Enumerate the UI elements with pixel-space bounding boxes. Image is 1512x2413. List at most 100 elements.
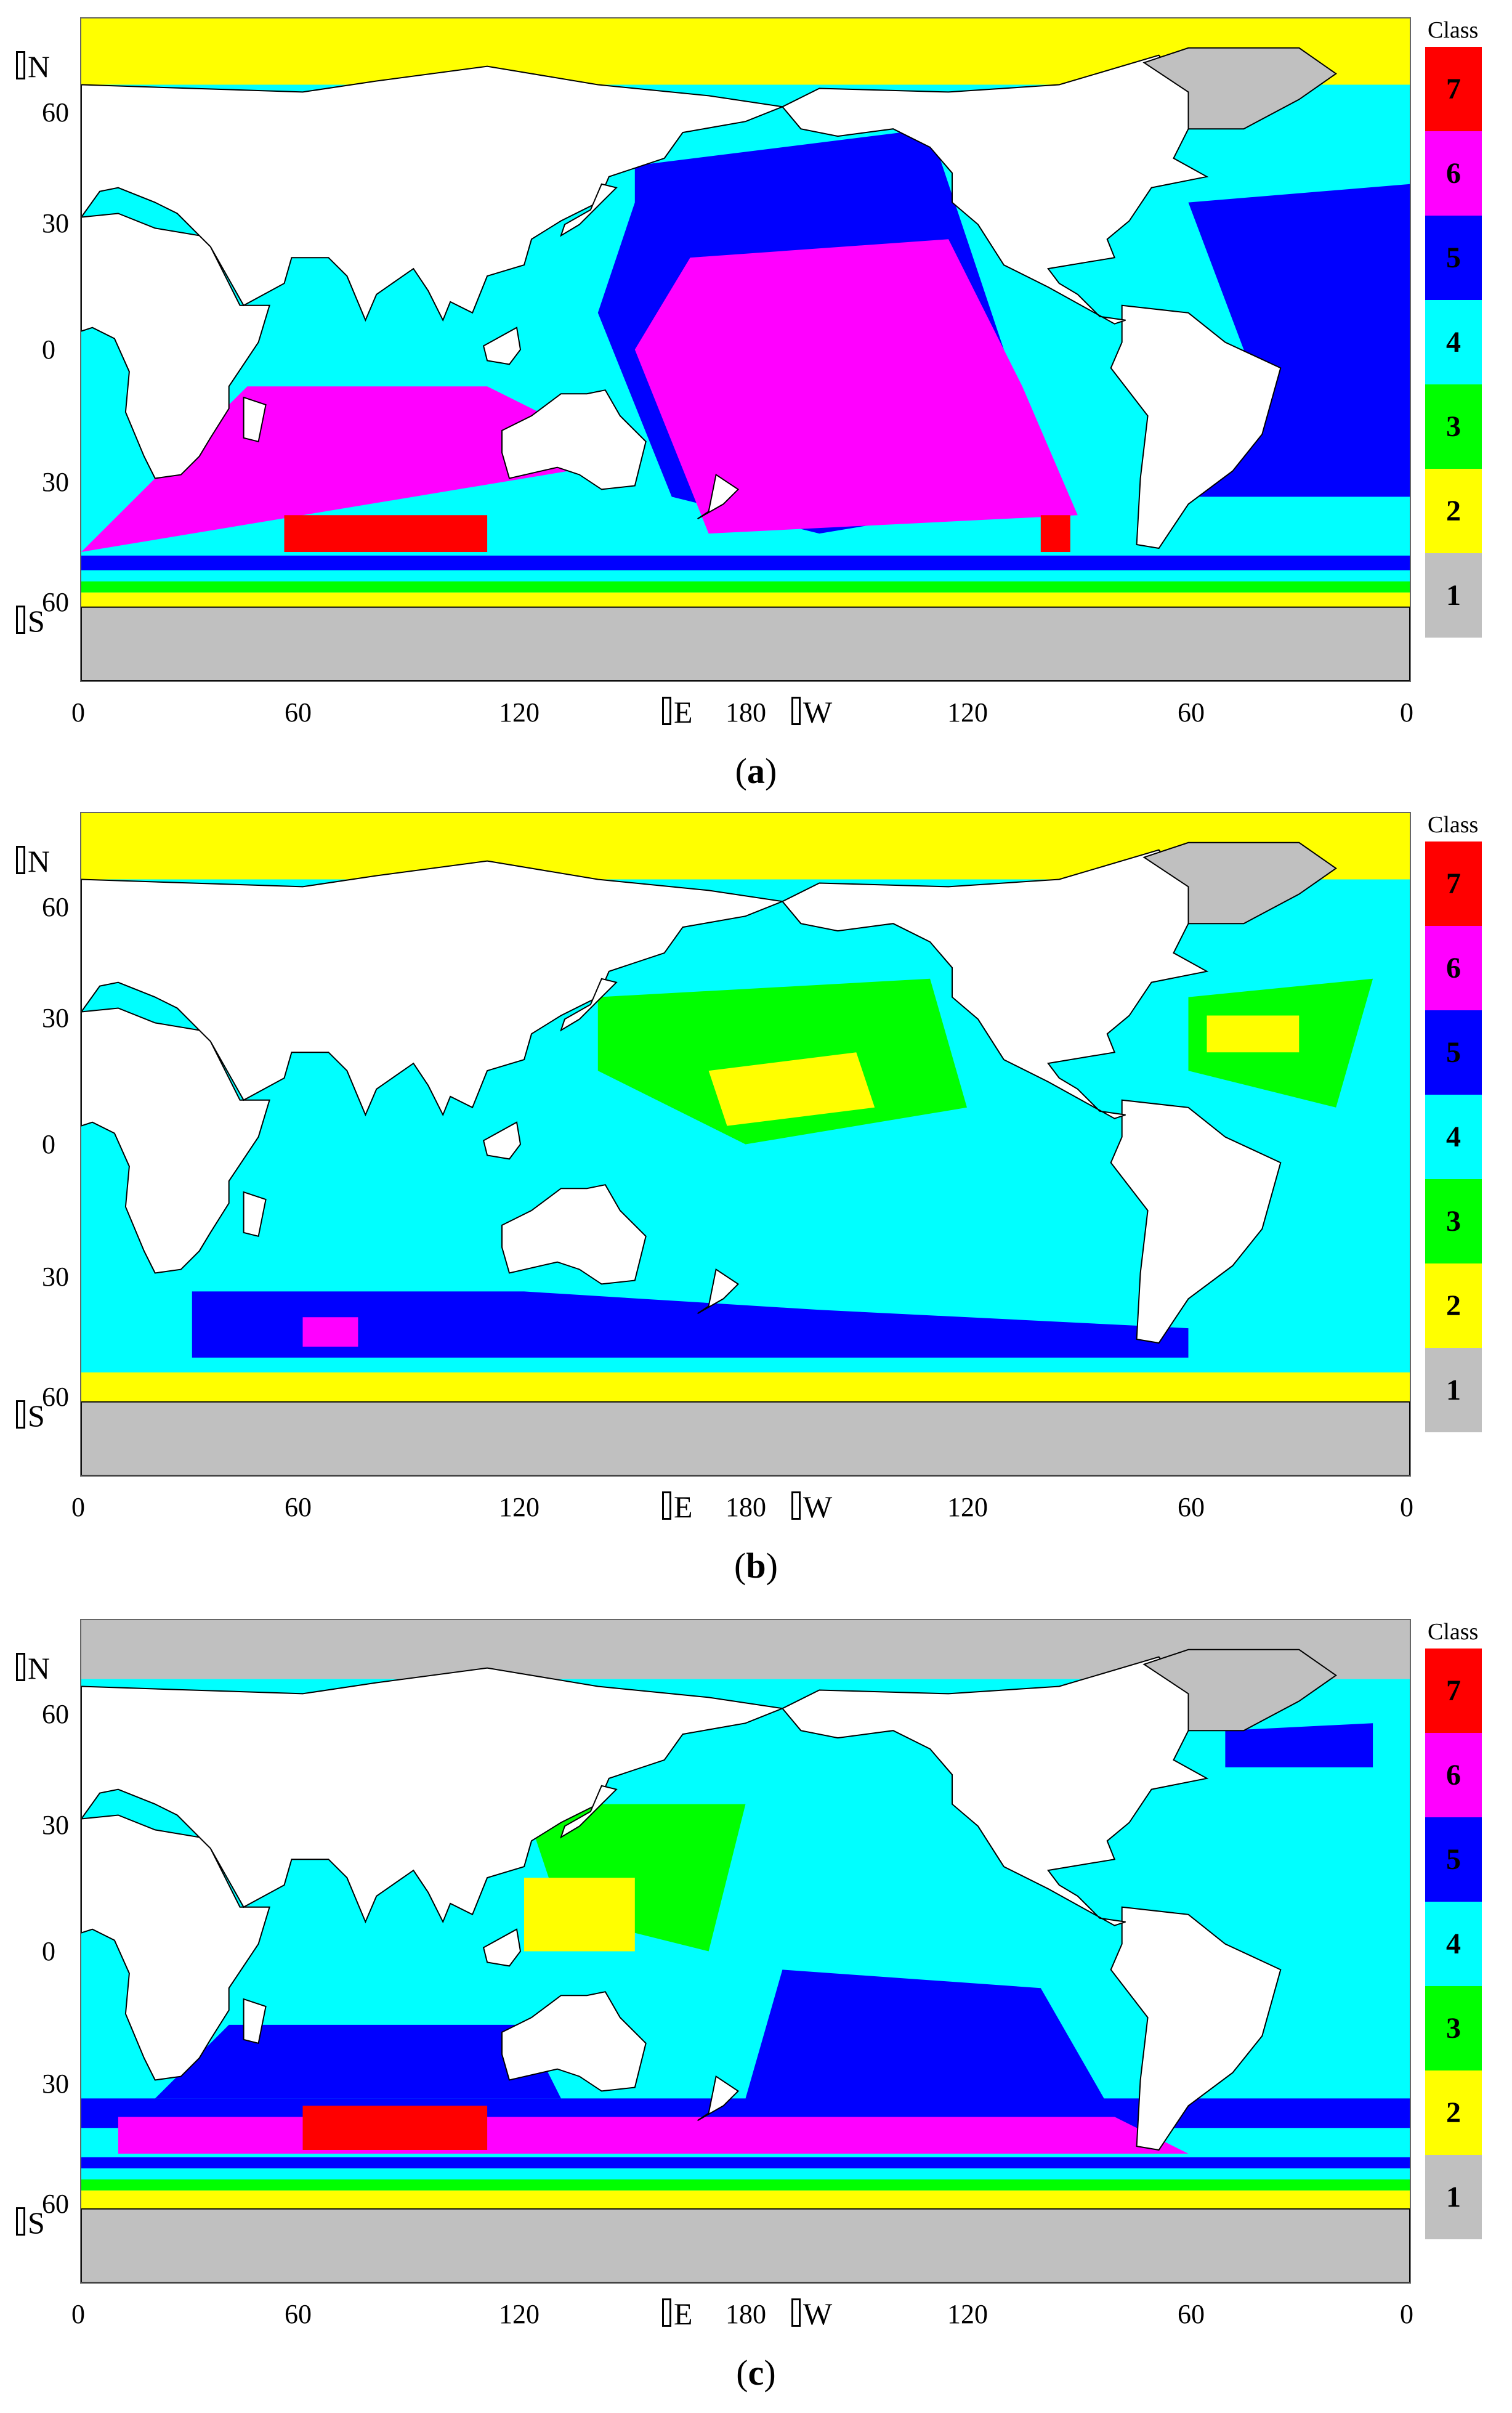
ocean-class-zone	[81, 813, 1410, 880]
lat-tick-label: 0	[42, 1936, 55, 1966]
land-eurasia	[81, 65, 785, 322]
ocean-class-zone	[81, 2179, 1410, 2191]
east-marker: E	[662, 2298, 693, 2329]
ocean-class-zone	[81, 592, 1410, 607]
class-map-svg	[81, 813, 1410, 1475]
caption-part: (	[736, 2353, 748, 2393]
legend-class-1: 1	[1425, 1348, 1482, 1432]
caption-part: b	[746, 1546, 766, 1586]
lat-tick-label: 0	[42, 335, 55, 365]
map-panel-c: 60 30 0 30 60 0 60 120 180 120 60 0 N S E W Class 7 6 5 4 3 2 1…	[0, 1602, 1512, 2396]
land-greenland	[1142, 842, 1337, 925]
legend-class-6: 6	[1425, 131, 1482, 216]
legend-title: Class	[1428, 812, 1479, 838]
west-marker: W	[791, 1491, 832, 1522]
map-panel-a: 60 30 0 30 60 0 60 120 180 120 60 0 N S E W Class 7 6 5 4 3 2 1…	[0, 0, 1512, 795]
legend-class-1: 1	[1425, 2155, 1482, 2239]
lat-tick-label: 60	[42, 97, 69, 128]
panel-caption: (c)	[0, 2355, 1512, 2391]
ocean-class-zone	[524, 1878, 635, 1952]
east-marker: E	[662, 697, 693, 728]
land-newzealand	[697, 1268, 740, 1315]
lon-tick-label: 0	[1400, 1492, 1413, 1522]
legend-title: Class	[1428, 1619, 1479, 1645]
ocean-class-zone	[1040, 515, 1070, 552]
ocean-class-zone	[302, 2106, 488, 2150]
degree-box-icon	[16, 1400, 25, 1429]
legend-class-7: 7	[1425, 842, 1482, 926]
lon-tick-label: 60	[1178, 2299, 1205, 2329]
east-marker: E	[662, 1491, 693, 1522]
map-panel-b: 60 30 0 30 60 0 60 120 180 120 60 0 N S E W Class 7 6 5 4 3 2 1…	[0, 795, 1512, 1589]
lon-tick-label: 0	[71, 697, 85, 728]
degree-box-icon	[791, 697, 801, 725]
lat-tick-label: 60	[42, 587, 69, 617]
legend-class-7: 7	[1425, 1649, 1482, 1733]
ocean-class-zone	[81, 386, 635, 552]
land-samerica	[1110, 304, 1282, 550]
legend-title: Class	[1428, 17, 1479, 43]
panel-caption: (b)	[0, 1548, 1512, 1584]
land-borneo	[482, 1121, 522, 1160]
land-newzealand	[697, 2075, 740, 2122]
ocean-class-zone	[81, 18, 1410, 85]
lat-tick-label: 60	[42, 2189, 69, 2219]
land-antarctic	[81, 1401, 1410, 1475]
class-map-svg	[81, 18, 1410, 681]
legend-class-4: 4	[1425, 300, 1482, 384]
land-borneo	[482, 326, 522, 365]
legend-class-2: 2	[1425, 469, 1482, 553]
ocean-class-zone	[745, 1969, 1115, 2117]
lon-tick-label: 180	[726, 2299, 766, 2329]
world-map	[80, 812, 1411, 1477]
lon-tick-label: 120	[499, 1492, 540, 1522]
degree-box-icon	[16, 51, 25, 79]
land-madagascar	[243, 1998, 267, 2045]
caption-part: (	[734, 1546, 746, 1586]
legend-class-5: 5	[1425, 1010, 1482, 1095]
degree-box-icon	[662, 2298, 671, 2327]
lat-tick-label: 30	[42, 1003, 69, 1033]
lon-tick-label: 60	[285, 697, 312, 728]
ocean-class-zone	[81, 555, 1410, 570]
ocean-class-zone	[634, 239, 1078, 534]
lat-tick-label: 0	[42, 1129, 55, 1159]
west-marker: W	[791, 697, 832, 728]
land-japan	[560, 183, 618, 237]
north-marker-text: N	[28, 844, 51, 878]
lat-tick-label: 60	[42, 1699, 69, 1729]
legend-class-3: 3	[1425, 384, 1482, 469]
legend-class-2: 2	[1425, 1263, 1482, 1348]
ocean-class-zone	[708, 1052, 875, 1126]
lat-tick-label: 60	[42, 1382, 69, 1412]
legend-class-4: 4	[1425, 1095, 1482, 1179]
land-japan	[560, 978, 618, 1032]
lon-tick-label: 120	[947, 697, 988, 728]
lon-tick-label: 0	[71, 2299, 85, 2329]
land-australia	[501, 1991, 647, 2092]
land-madagascar	[243, 396, 267, 443]
legend-class-3: 3	[1425, 1986, 1482, 2070]
lon-tick-label: 120	[499, 2299, 540, 2329]
land-japan	[560, 1785, 618, 1839]
ocean-class-zone	[597, 978, 967, 1145]
ocean-class-zone	[81, 2168, 1410, 2180]
world-map	[80, 17, 1411, 682]
east-marker-text: E	[674, 1490, 693, 1524]
degree-box-icon	[16, 606, 25, 634]
degree-box-icon	[662, 697, 671, 725]
lon-tick-label: 120	[499, 697, 540, 728]
degree-box-icon	[16, 2207, 25, 2236]
east-marker-text: E	[674, 695, 693, 729]
lat-tick-label: 30	[42, 1810, 69, 1840]
west-marker: W	[791, 2298, 832, 2329]
land-eurasia	[81, 860, 785, 1117]
ocean-class-zone	[118, 2117, 1189, 2154]
ocean-class-zone	[192, 1291, 1189, 1358]
legend-class-2: 2	[1425, 2070, 1482, 2155]
legend-class-3: 3	[1425, 1179, 1482, 1263]
lat-tick-label: 30	[42, 2069, 69, 2099]
world-map	[80, 1619, 1411, 2284]
legend-class-4: 4	[1425, 1902, 1482, 1986]
